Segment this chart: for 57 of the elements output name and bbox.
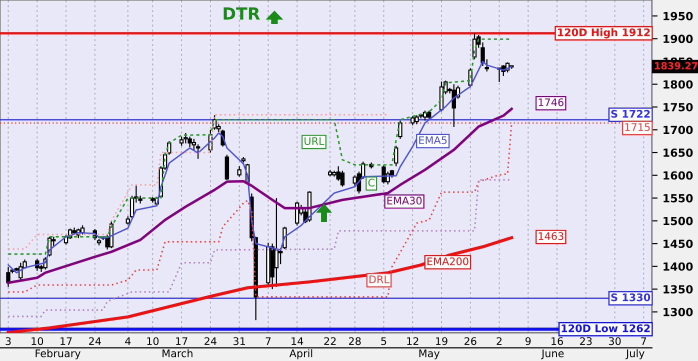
y-tick-label: 1750 [664,102,693,112]
x-tick-label: 30 [608,337,621,346]
y-tick-label: 1550 [664,194,693,202]
x-tick-label: 10 [147,337,159,346]
series-label: URL [304,137,324,145]
x-tick-label: 22 [324,337,336,345]
x-tick-label: 17 [176,337,188,345]
x2-tick-label: March [162,349,192,358]
chart-title: DTR [224,7,260,20]
x-tick-label: 23 [580,337,592,346]
x2-tick-label: July [626,349,644,360]
y-tick-label: 1450 [664,240,693,248]
x-tick-label: 31 [233,337,245,346]
y-tick-label: 1800 [664,80,693,89]
annotation: C [368,178,374,187]
x-tick-label: 26 [464,337,476,346]
x-tick-label: 16 [552,337,563,346]
ref-line-label: S 1330 [611,293,650,302]
y-tick-label: 1900 [664,34,693,44]
ref-line-label: 1715 [625,123,650,131]
y-tick-label: 1600 [664,171,693,180]
ref-line-label: S 1722 [611,110,650,118]
x2-tick-label: May [419,350,440,360]
series-label: EMA5 [419,136,447,144]
y-tick-label: 1950 [664,12,693,20]
x-tick-label: 14 [292,337,304,345]
x-tick-label: 7 [266,337,271,345]
y-tick-label: 1350 [664,285,693,294]
x-tick-label: 3 [6,337,11,346]
annotation: 1746 [538,98,564,106]
ref-line-label: 120D High 1912 [558,28,650,38]
y-tick-label: 1500 [664,216,693,226]
annotation: 1463 [538,232,564,240]
x-tick-label: 4 [125,337,131,345]
x-tick-label: 9 [525,337,531,346]
x-tick-label: 19 [436,337,448,346]
y-tick-label: 1650 [664,148,693,157]
x-tick-label: 7 [641,337,646,345]
x-tick-label: 12 [407,337,418,345]
x2-tick-label: April [289,349,312,360]
x2-tick-label: June [541,350,564,360]
text: 1839.27 [654,62,698,70]
x-tick-label: 24 [89,337,101,345]
series-label: EMA30 [387,196,422,205]
series-label: EMA200 [427,257,468,266]
y-tick-label: 1700 [664,126,693,134]
x-tick-label: 17 [60,337,72,345]
x-tick-label: 28 [348,337,361,346]
x-tick-label: 2 [496,337,502,345]
x-tick-label: 5 [381,337,386,346]
y-tick-label: 1400 [664,262,693,271]
x-tick-label: 24 [204,337,216,345]
series-label: DRL [369,275,390,284]
x-tick-label: 10 [32,337,44,346]
y-tick-label: 1300 [664,308,693,316]
x2-tick-label: February [36,349,81,360]
ref-line-label: 120D Low 1262 [562,324,650,332]
